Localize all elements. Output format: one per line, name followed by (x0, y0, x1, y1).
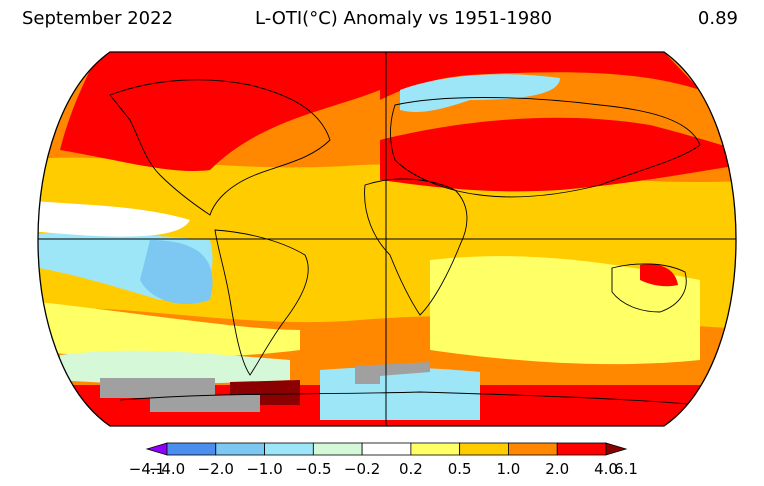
colorbar-bin (264, 442, 314, 456)
colorbar-tick-label: 0.5 (448, 460, 472, 478)
colorbar-bin (459, 442, 509, 456)
colorbar-tick-label: 4.0 (594, 460, 618, 478)
anomaly-siberia-cool (400, 74, 560, 112)
colorbar-tick-label: −2.0 (198, 460, 234, 478)
anomaly-southern-ocean (60, 350, 290, 384)
colorbar-tick-labels: −4.1−4.0 −2.0 −1.0 −0.5 −0.2 0.2 0.5 1.0 2.0 4.06… (129, 460, 638, 478)
map-date: September 2022 (22, 8, 174, 29)
colorbar-tick-label: −0.5 (295, 460, 331, 478)
colorbar-tick-label: 2.0 (545, 460, 569, 478)
colorbar-bin (410, 442, 461, 456)
anomaly-map (37, 51, 737, 427)
colorbar-tick-label: 0.2 (399, 460, 423, 478)
colorbar-bin (166, 442, 217, 456)
anomaly-arctic (380, 52, 700, 100)
anomaly-field (38, 52, 736, 426)
missing-data-west (100, 378, 260, 412)
anomaly-north-america (60, 52, 380, 171)
colorbar-tick-label: −4.0 (149, 460, 185, 478)
colorbar-bin (312, 442, 363, 456)
global-mean-value: 0.89 (697, 8, 738, 29)
map-title: L-OTI(°C) Anomaly vs 1951-1980 (255, 8, 553, 29)
anomaly-australia (640, 264, 678, 287)
globe-outline (37, 51, 737, 427)
colorbar-bin-max (605, 442, 628, 456)
anomaly-peru-cool (140, 240, 213, 304)
anomaly-eurasia (380, 117, 736, 192)
colorbar-tick-label: −0.2 (344, 460, 380, 478)
anomaly-south-pacific (38, 300, 300, 358)
colorbar-tick-label: −4.1 (129, 460, 165, 478)
colorbar-bins (145, 442, 628, 456)
colorbar-tick-label: 1.0 (497, 460, 521, 478)
colorbar-bin (361, 442, 412, 456)
colorbar-bin (508, 442, 558, 456)
missing-data-east (355, 362, 430, 384)
colorbar-tick-label: −1.0 (246, 460, 282, 478)
colorbar-bin (215, 442, 265, 456)
colorbar-bin-min (145, 442, 168, 456)
colorbar-tick-label: 6.1 (614, 460, 638, 478)
colorbar-bin (556, 442, 607, 456)
coastlines (109, 79, 701, 406)
anomaly-indian-ocean (430, 256, 700, 365)
anomaly-pacific-neutral (38, 200, 190, 237)
